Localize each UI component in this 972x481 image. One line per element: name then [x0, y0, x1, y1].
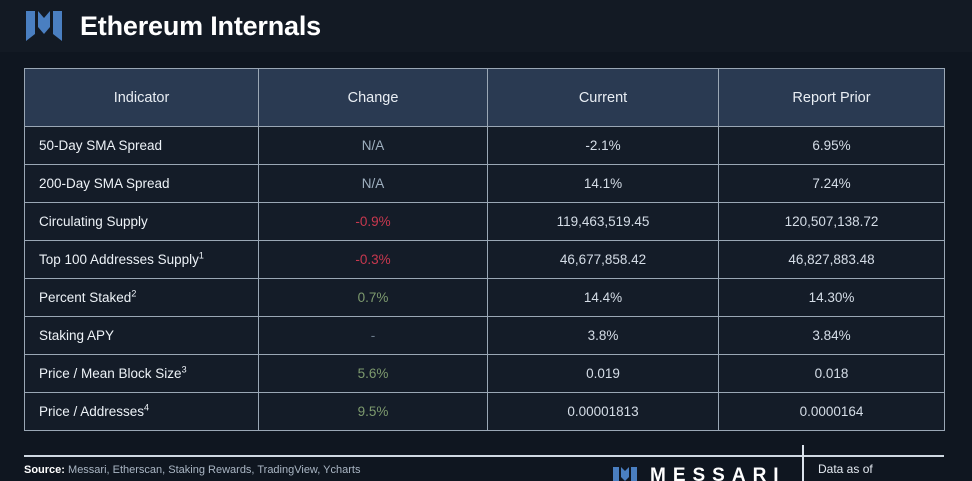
- data-as-of-label: Data as of: [818, 462, 873, 476]
- cell-current: 0.00001813: [487, 392, 719, 431]
- cell-indicator: 50-Day SMA Spread: [24, 126, 259, 165]
- footnote-marker: 2: [131, 288, 137, 299]
- source-label: Source:: [24, 464, 65, 476]
- cell-change: 9.5%: [258, 392, 488, 431]
- cell-indicator: Percent Staked2: [24, 278, 259, 317]
- table-row: Percent Staked2 0.7% 14.4% 14.30%: [24, 278, 945, 317]
- cell-report-prior: 6.95%: [718, 126, 945, 165]
- cell-current: 3.8%: [487, 316, 719, 355]
- footnote-marker: 3: [181, 364, 187, 375]
- table-row: Circulating Supply -0.9% 119,463,519.45 120…: [24, 202, 945, 241]
- table-header-row: Indicator Change Current Report Prior: [24, 68, 945, 127]
- cell-change: 0.7%: [258, 278, 488, 317]
- footer-brand: MESSARI: [612, 462, 786, 481]
- cell-indicator: Circulating Supply: [24, 202, 259, 241]
- cell-current: 14.4%: [487, 278, 719, 317]
- table-row: Staking APY -3.8% 3.84%: [24, 316, 945, 355]
- footnote-marker: 4: [144, 402, 150, 413]
- table-row: Price / Mean Block Size3 5.6% 0.019 0.018: [24, 354, 945, 393]
- cell-current: 46,677,858.42: [487, 240, 719, 279]
- page-header: Ethereum Internals: [0, 0, 972, 52]
- cell-current: 0.019: [487, 354, 719, 393]
- cell-indicator: Price / Mean Block Size3: [24, 354, 259, 393]
- cell-indicator: Top 100 Addresses Supply1: [24, 240, 259, 279]
- table-row: Top 100 Addresses Supply1 -0.3% 46,677,858…: [24, 240, 945, 279]
- indicators-table-container: Indicator Change Current Report Prior 50…: [24, 68, 945, 431]
- cell-change: -: [258, 316, 488, 355]
- messari-m-logo-icon: [613, 467, 637, 481]
- cell-change: N/A: [258, 164, 488, 203]
- cell-current: -2.1%: [487, 126, 719, 165]
- cell-report-prior: 14.30%: [718, 278, 945, 317]
- messari-wordmark: MESSARI: [650, 465, 786, 481]
- footer-source-text: Source: Messari, Etherscan, Staking Rewa…: [24, 464, 360, 476]
- table-body: 50-Day SMA Spread N/A -2.1% 6.95% 200-Day SM…: [24, 126, 945, 431]
- cell-report-prior: 120,507,138.72: [718, 202, 945, 241]
- column-header-report-prior: Report Prior: [718, 68, 945, 127]
- cell-report-prior: 7.24%: [718, 164, 945, 203]
- messari-m-logo-icon: [26, 11, 62, 41]
- cell-report-prior: 3.84%: [718, 316, 945, 355]
- cell-indicator: Staking APY: [24, 316, 259, 355]
- ethereum-internals-table: Indicator Change Current Report Prior 50…: [24, 68, 945, 431]
- table-header: Indicator Change Current Report Prior: [24, 68, 945, 127]
- footer-divider-rule: [24, 455, 944, 457]
- column-header-change: Change: [258, 68, 488, 127]
- cell-report-prior: 0.018: [718, 354, 945, 393]
- page-title: Ethereum Internals: [80, 10, 321, 41]
- cell-change: -0.3%: [258, 240, 488, 279]
- cell-report-prior: 0.0000164: [718, 392, 945, 431]
- footer-vertical-divider: [802, 445, 804, 481]
- table-row: 50-Day SMA Spread N/A -2.1% 6.95%: [24, 126, 945, 165]
- cell-report-prior: 46,827,883.48: [718, 240, 945, 279]
- cell-change: -0.9%: [258, 202, 488, 241]
- cell-change: 5.6%: [258, 354, 488, 393]
- cell-current: 119,463,519.45: [487, 202, 719, 241]
- cell-current: 14.1%: [487, 164, 719, 203]
- column-header-indicator: Indicator: [24, 68, 259, 127]
- cell-indicator: 200-Day SMA Spread: [24, 164, 259, 203]
- cell-change: N/A: [258, 126, 488, 165]
- table-row: 200-Day SMA Spread N/A 14.1% 7.24%: [24, 164, 945, 203]
- column-header-current: Current: [487, 68, 719, 127]
- source-list: Messari, Etherscan, Staking Rewards, Tra…: [64, 464, 361, 476]
- cell-indicator: Price / Addresses4: [24, 392, 259, 431]
- table-row: Price / Addresses4 9.5% 0.00001813 0.000016…: [24, 392, 945, 431]
- footnote-marker: 1: [198, 250, 204, 261]
